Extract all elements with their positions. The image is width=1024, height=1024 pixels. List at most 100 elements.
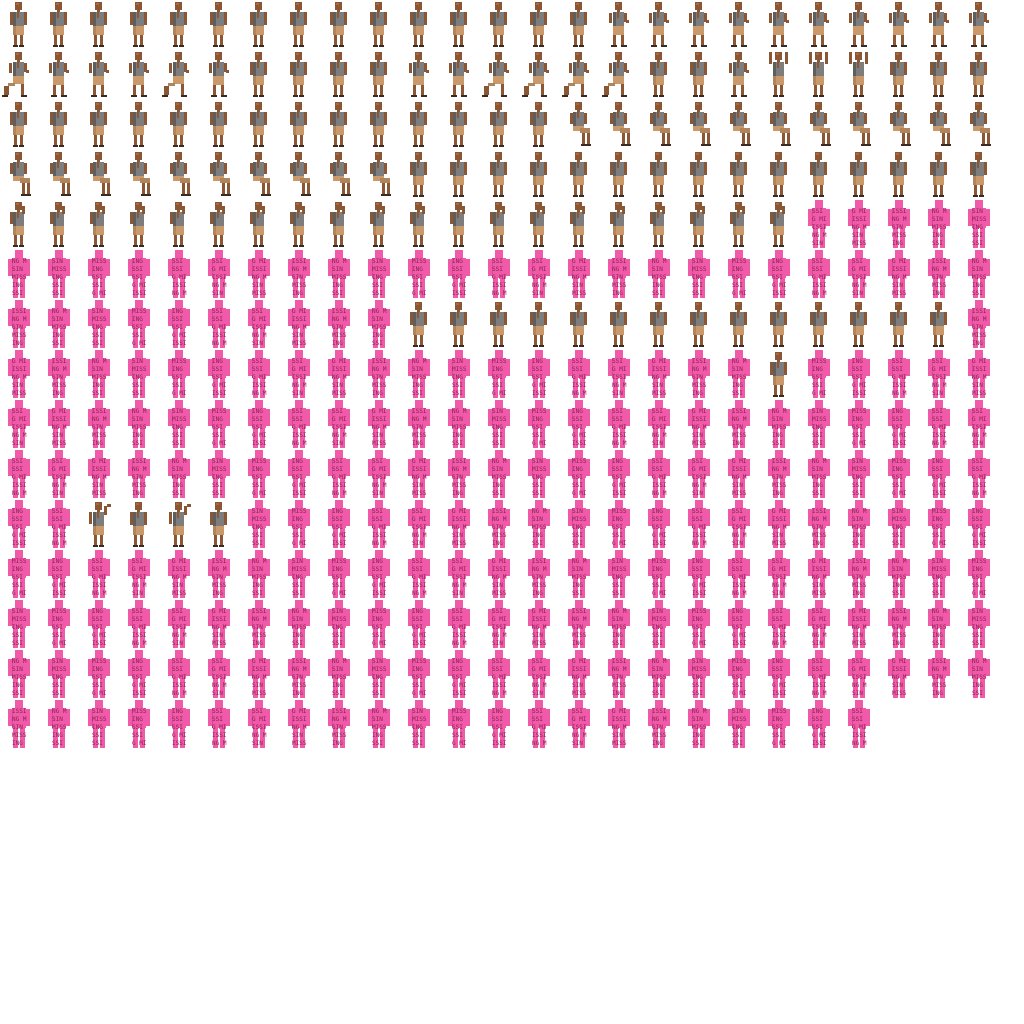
missing-texture-label: MISS bbox=[412, 258, 427, 265]
missing-arm bbox=[608, 259, 612, 276]
missing-leg bbox=[333, 328, 338, 348]
vest bbox=[973, 12, 984, 26]
missing-texture-label: ING bbox=[532, 590, 543, 597]
missing-texture-label: G MI bbox=[92, 458, 107, 465]
missing-leg bbox=[373, 478, 378, 498]
missing-leg bbox=[13, 628, 18, 648]
missing-torso bbox=[52, 358, 66, 378]
leg bbox=[374, 35, 377, 45]
missing-torso bbox=[612, 508, 626, 528]
missing-head bbox=[255, 500, 263, 508]
arm-right bbox=[24, 112, 27, 125]
missing-torso bbox=[612, 358, 626, 378]
character-sprite bbox=[450, 102, 467, 147]
missing-texture-frame: ING SSI SSI G MI ISSI bbox=[720, 600, 760, 650]
missing-texture-label: MISS bbox=[332, 674, 347, 681]
missing-texture-label: SSI bbox=[492, 440, 503, 447]
missing-texture-label: ISSI bbox=[692, 532, 707, 539]
missing-arm bbox=[48, 659, 52, 676]
missing-arm bbox=[248, 459, 252, 476]
missing-texture-label: ING bbox=[412, 724, 423, 731]
missing-torso bbox=[652, 458, 666, 478]
character-sprite bbox=[210, 2, 227, 47]
missing-texture-label: SSI bbox=[372, 290, 383, 297]
shoe bbox=[933, 95, 938, 97]
missing-texture-label: ISSI bbox=[252, 324, 267, 331]
missing-torso bbox=[812, 608, 826, 628]
leg bbox=[494, 335, 497, 345]
missing-texture-label: SIN bbox=[492, 582, 503, 589]
missing-texture-label: SSI bbox=[852, 366, 863, 373]
missing-texture-label: MISS bbox=[212, 466, 227, 473]
missing-torso bbox=[252, 658, 266, 678]
missing-leg bbox=[133, 378, 138, 398]
leg bbox=[254, 85, 257, 95]
missing-texture-label: MISS bbox=[972, 332, 987, 339]
leg bbox=[214, 35, 217, 45]
missing-texture-label: SSI bbox=[532, 490, 543, 497]
missing-texture-label: SSI bbox=[12, 458, 23, 465]
character-frame-stand bbox=[720, 150, 760, 200]
character-sprite bbox=[250, 52, 267, 97]
missing-arm bbox=[848, 609, 852, 626]
vest bbox=[773, 362, 784, 376]
leg bbox=[454, 35, 457, 45]
missing-torso bbox=[412, 408, 426, 428]
arm-right bbox=[382, 206, 385, 214]
character-frame-stand bbox=[520, 300, 560, 350]
shoe bbox=[493, 45, 498, 47]
missing-arm bbox=[328, 309, 332, 326]
character-frame-phone bbox=[320, 200, 360, 250]
character-sprite bbox=[849, 2, 869, 47]
missing-texture-label: NG M bbox=[292, 324, 307, 331]
missing-head bbox=[375, 600, 383, 608]
missing-texture-label: MISS bbox=[772, 424, 787, 431]
missing-leg bbox=[333, 528, 338, 548]
arm-left bbox=[650, 212, 653, 224]
shoe bbox=[413, 145, 418, 147]
shorts bbox=[733, 26, 744, 35]
shoe bbox=[213, 545, 218, 547]
character-frame-stand bbox=[600, 150, 640, 200]
missing-torso bbox=[812, 408, 826, 428]
shorts bbox=[933, 26, 944, 35]
missing-texture-label: G MI bbox=[852, 382, 867, 389]
missing-leg bbox=[173, 628, 178, 648]
missing-texture-label: SSI bbox=[972, 640, 983, 647]
missing-texture-label: ISSI bbox=[612, 374, 627, 381]
missing-texture-label: SIN bbox=[892, 566, 903, 573]
missing-texture-label: MISS bbox=[532, 408, 547, 415]
head bbox=[495, 102, 502, 110]
head bbox=[935, 302, 942, 310]
leg bbox=[524, 86, 529, 95]
arm-left bbox=[290, 62, 293, 75]
missing-texture-label: MISS bbox=[452, 482, 467, 489]
missing-texture-label: ING bbox=[852, 416, 863, 423]
character-frame-walk bbox=[920, 0, 960, 50]
missing-texture-frame: ING SSI SSI G MI ISSI bbox=[40, 550, 80, 600]
character-sprite bbox=[450, 302, 467, 347]
arm-right bbox=[824, 13, 827, 22]
shoe bbox=[173, 245, 178, 247]
vest bbox=[333, 12, 344, 26]
missing-head bbox=[55, 400, 63, 408]
leg bbox=[854, 185, 857, 195]
missing-texture-label: SSI bbox=[932, 524, 943, 531]
missing-texture-label: MISS bbox=[972, 674, 987, 681]
arm-right bbox=[904, 162, 907, 175]
character-sprite bbox=[409, 52, 429, 97]
arm-right bbox=[784, 312, 787, 325]
missing-texture-frame: NG M SIN MISS ING SSI bbox=[280, 600, 320, 650]
arm-right bbox=[304, 163, 307, 174]
arm-left bbox=[250, 212, 253, 224]
missing-texture-frame: SIN MISS ING SSI SSI bbox=[800, 400, 840, 450]
missing-head bbox=[655, 650, 663, 658]
character-frame-stand bbox=[560, 300, 600, 350]
missing-texture-label: ING bbox=[652, 566, 663, 573]
missing-leg bbox=[93, 328, 98, 348]
missing-head bbox=[695, 350, 703, 358]
missing-texture-label: SSI bbox=[252, 366, 263, 373]
